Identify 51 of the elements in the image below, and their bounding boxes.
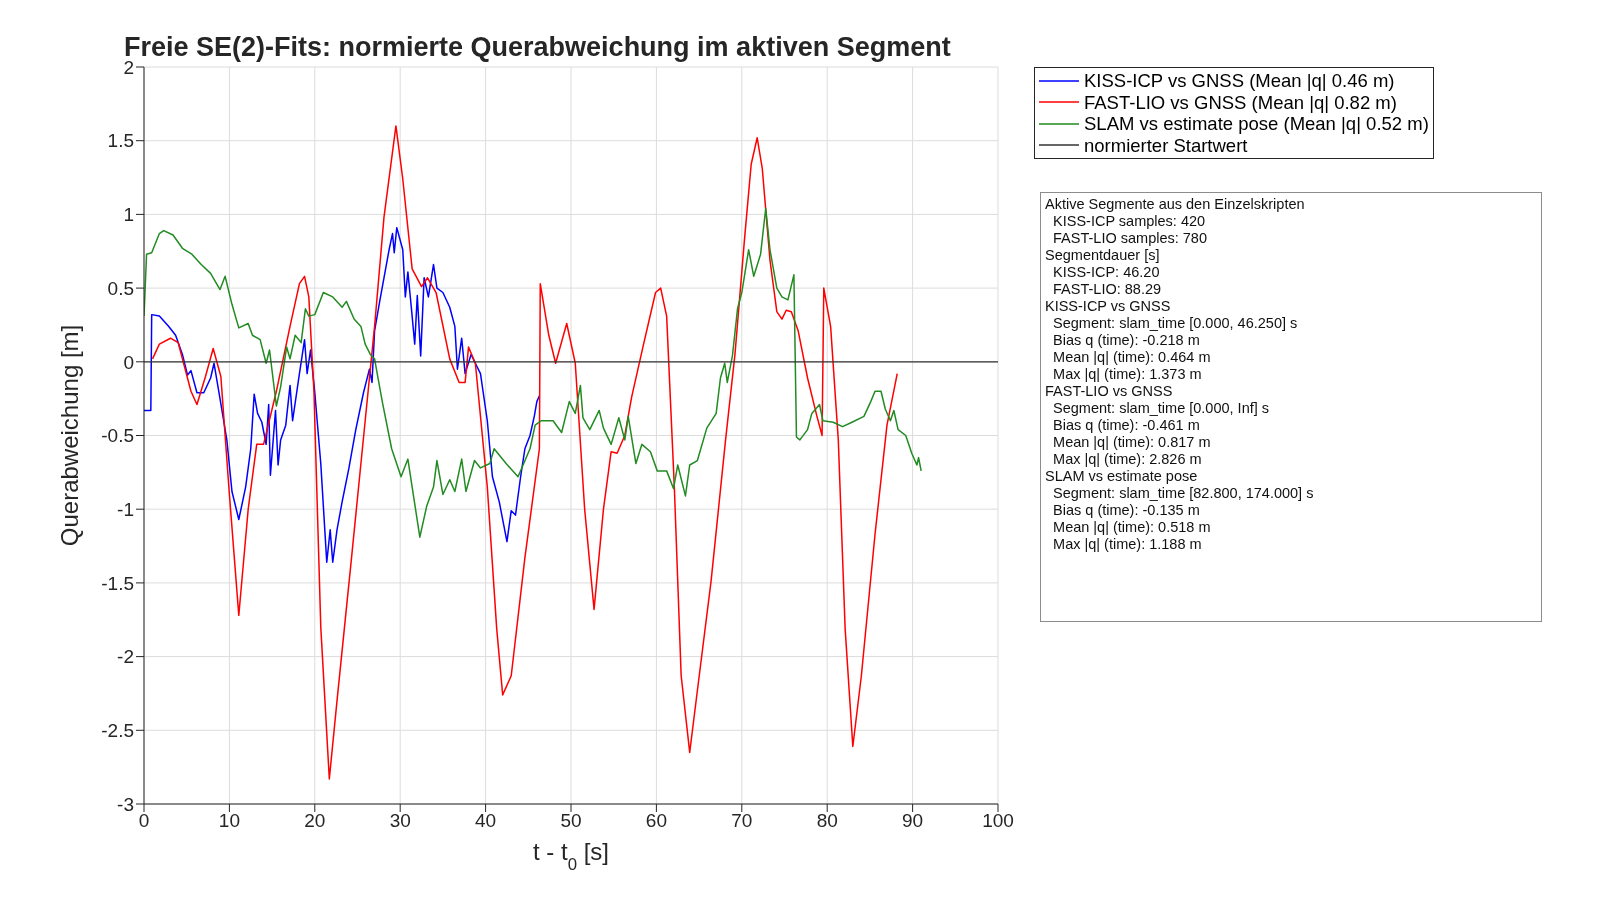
x-tick-label: 50 (560, 810, 582, 832)
legend-label: normierter Startwert (1084, 134, 1248, 156)
text: KISS-ICP samples: 420 (1052, 213, 1207, 230)
text: Mean |q| (time): 0.817 m (1052, 434, 1212, 451)
text: Max |q| (time): 1.188 m (1052, 536, 1203, 553)
y-tick-label: 0 (123, 351, 134, 373)
x-tick-label: 40 (475, 810, 497, 832)
text: FAST-LIO vs GNSS (1045, 383, 1174, 400)
text: Mean |q| (time): 0.464 m (1052, 349, 1212, 366)
x-tick-label: 60 (645, 810, 667, 832)
y-tick-label: 1.5 (107, 130, 134, 152)
text: Mean |q| (time): 0.518 m (1052, 519, 1212, 536)
text: Segment: slam_time [0.000, Inf] s (1052, 400, 1271, 417)
line-series (151, 125, 898, 780)
legend-label: KISS-ICP vs GNSS (Mean |q| 0.46 m) (1084, 70, 1395, 92)
text: Segment: slam_time [0.000, 46.250] s (1052, 315, 1299, 332)
text: KISS-ICP vs GNSS (1045, 298, 1172, 315)
y-axis-title: Querabweichung [m] (55, 324, 83, 547)
y-tick-label: -0.5 (101, 425, 134, 447)
text: Segment: slam_time [82.800, 174.000] s (1052, 485, 1315, 502)
text: FAST-LIO samples: 780 (1052, 230, 1208, 247)
y-tick-label: -1 (117, 498, 134, 520)
y-tick-label: -1.5 (101, 572, 134, 594)
x-tick-label: 70 (731, 810, 753, 832)
text: Aktive Segmente aus den Einzelskripten (1045, 196, 1306, 213)
text: Bias q (time): -0.218 m (1052, 332, 1201, 349)
y-tick-label: -3 (117, 793, 134, 815)
y-tick-label: -2 (117, 646, 134, 668)
text: Segmentdauer [s] (1045, 247, 1161, 264)
line-series (144, 226, 541, 564)
x-tick-label: 80 (816, 810, 838, 832)
x-tick-label: 0 (138, 810, 150, 832)
text: Bias q (time): -0.135 m (1052, 502, 1201, 519)
legend-label: FAST-LIO vs GNSS (Mean |q| 0.82 m) (1084, 91, 1397, 113)
x-tick-label: 90 (902, 810, 924, 832)
x-tick-label: 10 (218, 810, 240, 832)
x-tick-label: 20 (304, 810, 326, 832)
x-tick-label: 100 (982, 810, 1014, 832)
y-tick-label: 1 (123, 204, 134, 226)
legend-label: SLAM vs estimate pose (Mean |q| 0.52 m) (1084, 113, 1429, 135)
text: Max |q| (time): 2.826 m (1052, 451, 1203, 468)
text: Max |q| (time): 1.373 m (1052, 366, 1203, 383)
y-tick-label: 0.5 (107, 277, 134, 299)
line-series (144, 207, 922, 538)
text: FAST-LIO: 88.29 (1052, 281, 1163, 298)
text: KISS-ICP: 46.20 (1052, 264, 1161, 281)
x-tick-label: 30 (389, 810, 411, 832)
x-axis-title: t - t$_{0}$ [s] (532, 838, 610, 874)
y-tick-label: -2.5 (101, 720, 134, 742)
text: SLAM vs estimate pose (1045, 468, 1199, 485)
text: Bias q (time): -0.461 m (1052, 417, 1201, 434)
